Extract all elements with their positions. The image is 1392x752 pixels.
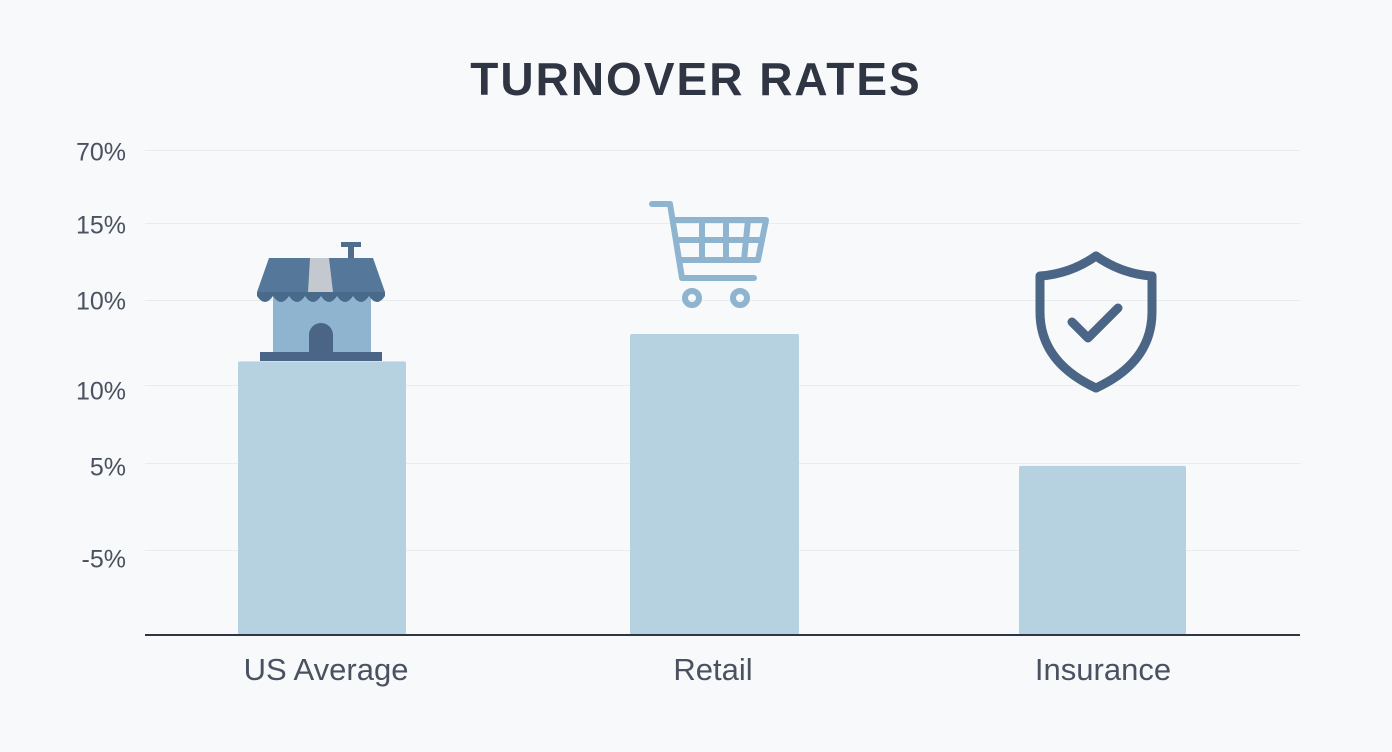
x-category-label: Insurance [1034, 652, 1172, 687]
gridline [145, 300, 1300, 301]
gridline [145, 223, 1300, 224]
bar-us-average [238, 361, 406, 635]
storefront-icon [257, 242, 385, 361]
y-tick-label: 15% [75, 211, 126, 240]
y-tick-label: 10% [75, 377, 126, 406]
y-tick-label: 70% [75, 138, 126, 167]
shopping-cart-icon [649, 201, 769, 308]
bar-insurance [1019, 465, 1186, 635]
x-category-label: Retail [673, 652, 753, 687]
x-category-label: US Average [243, 652, 409, 687]
bar-retail [630, 334, 799, 635]
shield-check-icon [1035, 251, 1157, 393]
chart-title: TURNOVER RATES [470, 53, 922, 105]
x-axis-line [145, 634, 1300, 636]
y-tick-label: 5% [89, 453, 126, 482]
y-tick-label: -5% [81, 545, 126, 574]
gridline [145, 150, 1300, 151]
y-tick-label: 10% [75, 287, 126, 316]
